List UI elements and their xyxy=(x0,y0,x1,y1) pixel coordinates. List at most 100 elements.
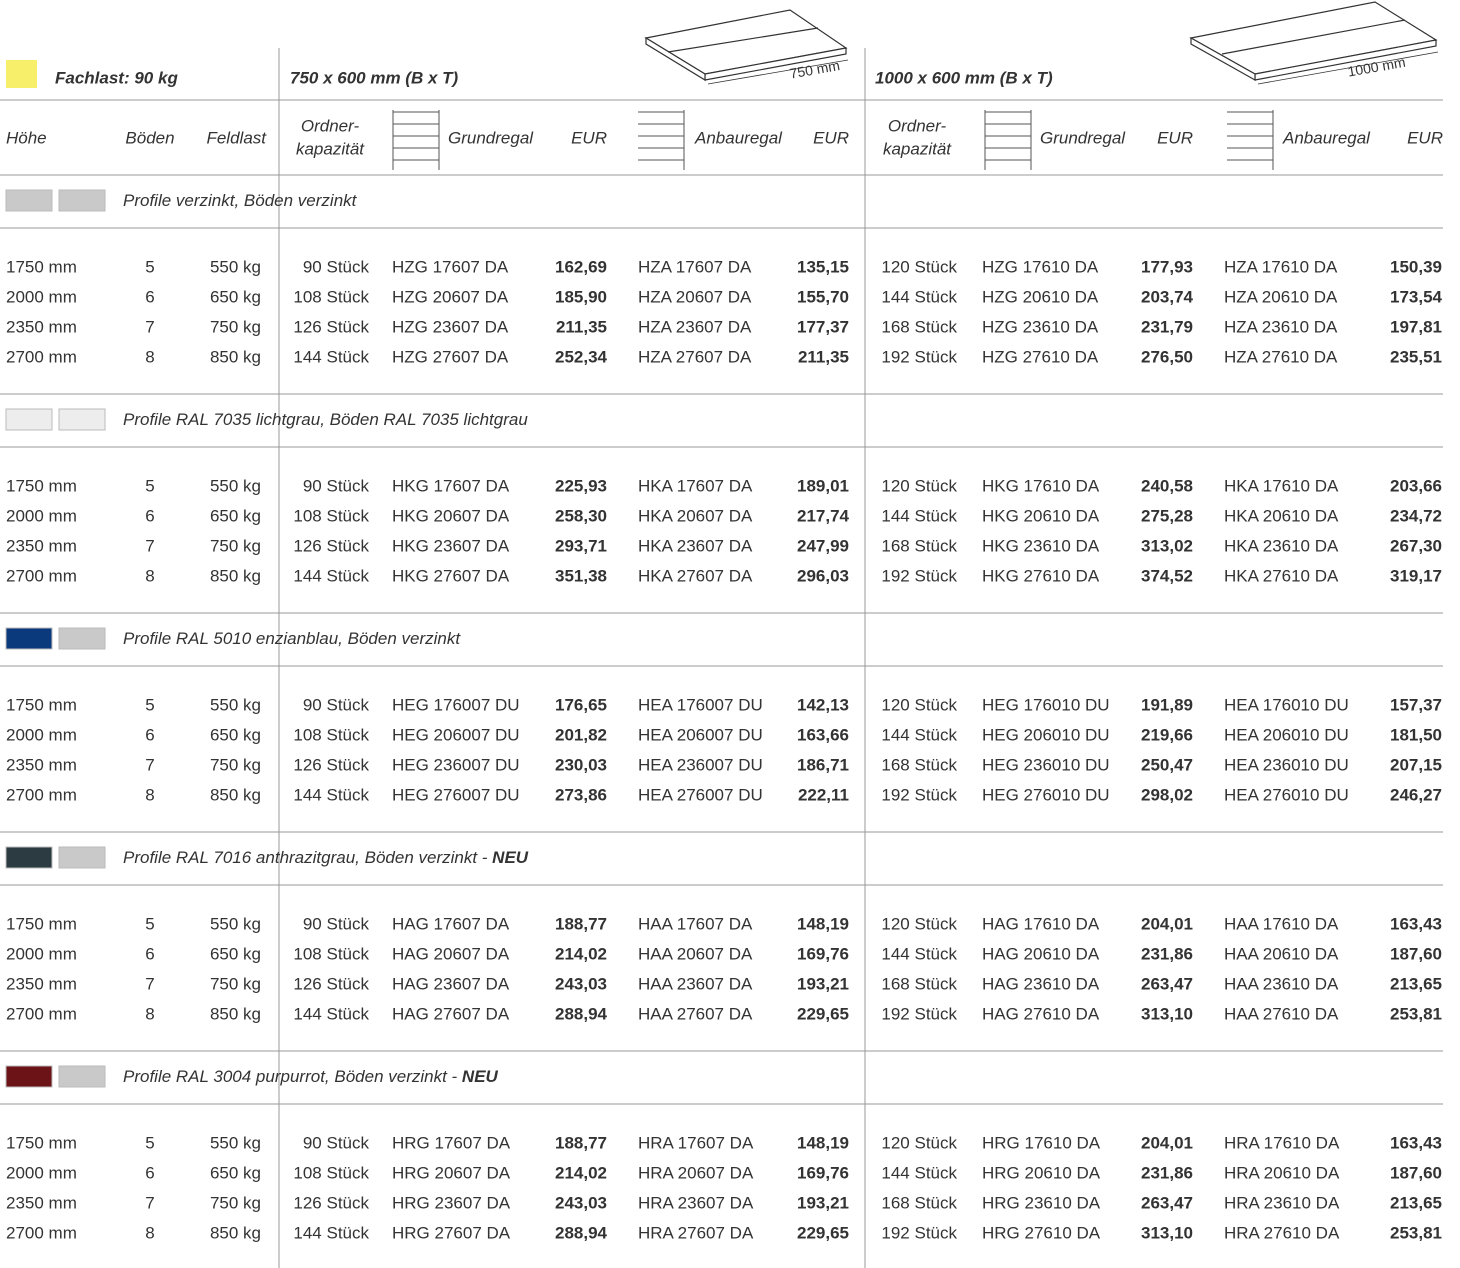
cell: 2350 mm xyxy=(6,536,77,555)
cell: 6 xyxy=(145,287,154,306)
cell: HRA 23610 DA xyxy=(1224,1193,1340,1212)
cell: 192 Stück xyxy=(881,785,957,804)
price: 229,65 xyxy=(797,1004,849,1023)
cell: 192 Stück xyxy=(881,1223,957,1242)
cell: HRG 17607 DA xyxy=(392,1133,511,1152)
cell: 168 Stück xyxy=(881,974,957,993)
cell: 2700 mm xyxy=(6,566,77,585)
section-label: Profile RAL 3004 purpurrot, Böden verzin… xyxy=(123,1067,499,1086)
cell: 126 Stück xyxy=(293,1193,369,1212)
cell: 120 Stück xyxy=(881,476,957,495)
section-label: Profile verzinkt, Böden verzinkt xyxy=(123,191,358,210)
cell: HZG 17607 DA xyxy=(392,257,509,276)
cell: HRA 27607 DA xyxy=(638,1223,754,1242)
cell: 108 Stück xyxy=(293,287,369,306)
cell: 90 Stück xyxy=(303,1133,370,1152)
cell: HKG 27610 DA xyxy=(982,566,1100,585)
cell: HAG 27610 DA xyxy=(982,1004,1100,1023)
price: 187,60 xyxy=(1390,1163,1442,1182)
price: 246,27 xyxy=(1390,785,1442,804)
section-label: Profile RAL 5010 enzianblau, Böden verzi… xyxy=(123,629,461,648)
color-swatch xyxy=(5,846,53,869)
section-label: Profile RAL 7035 lichtgrau, Böden RAL 70… xyxy=(123,410,528,429)
price: 243,03 xyxy=(555,1193,607,1212)
price: 293,71 xyxy=(555,536,607,555)
color-swatch xyxy=(58,408,106,431)
cell: HZG 17610 DA xyxy=(982,257,1099,276)
cell: 550 kg xyxy=(210,257,261,276)
section-label-text: Profile verzinkt, Böden verzinkt xyxy=(123,191,358,210)
cell: HAA 27607 DA xyxy=(638,1004,753,1023)
cell: HZG 27610 DA xyxy=(982,347,1099,366)
cell: 550 kg xyxy=(210,695,261,714)
price: 267,30 xyxy=(1390,536,1442,555)
cell: 192 Stück xyxy=(881,1004,957,1023)
cell: 144 Stück xyxy=(881,1163,957,1182)
cell: HZA 23610 DA xyxy=(1224,317,1338,336)
price: 162,69 xyxy=(555,257,607,276)
cell: HEG 236010 DU xyxy=(982,755,1110,774)
price: 374,52 xyxy=(1141,566,1193,585)
cell: HKG 23610 DA xyxy=(982,536,1100,555)
cell: HEA 276007 DU xyxy=(638,785,763,804)
price: 204,01 xyxy=(1141,1133,1193,1152)
cell: 144 Stück xyxy=(293,1223,369,1242)
shelf-icon xyxy=(392,110,1274,170)
cell: 7 xyxy=(145,974,154,993)
cell: HZA 27607 DA xyxy=(638,347,752,366)
price: 296,03 xyxy=(797,566,849,585)
price: 203,74 xyxy=(1141,287,1194,306)
cell: 108 Stück xyxy=(293,1163,369,1182)
price: 142,13 xyxy=(797,695,849,714)
color-swatch xyxy=(58,627,106,650)
cell: HEA 176007 DU xyxy=(638,695,763,714)
cell: HKG 20610 DA xyxy=(982,506,1100,525)
cell: 8 xyxy=(145,566,154,585)
cell: 650 kg xyxy=(210,287,261,306)
cell: 1750 mm xyxy=(6,476,77,495)
cell: 120 Stück xyxy=(881,257,957,276)
cell: HAA 17610 DA xyxy=(1224,914,1339,933)
price: 288,94 xyxy=(555,1223,608,1242)
cell: 126 Stück xyxy=(293,317,369,336)
cell: 144 Stück xyxy=(293,347,369,366)
price: 177,37 xyxy=(797,317,849,336)
cell: 120 Stück xyxy=(881,914,957,933)
cell: 144 Stück xyxy=(293,1004,369,1023)
column-header: Böden xyxy=(125,128,174,147)
cell: 168 Stück xyxy=(881,755,957,774)
cell: HZA 27610 DA xyxy=(1224,347,1338,366)
color-swatch xyxy=(5,627,53,650)
cell: 550 kg xyxy=(210,1133,261,1152)
cell: HAA 27610 DA xyxy=(1224,1004,1339,1023)
cell: HRG 20610 DA xyxy=(982,1163,1101,1182)
cell: 126 Stück xyxy=(293,755,369,774)
price: 214,02 xyxy=(555,1163,607,1182)
cell: HZA 20607 DA xyxy=(638,287,752,306)
cell: HEA 236010 DU xyxy=(1224,755,1349,774)
cell: 168 Stück xyxy=(881,317,957,336)
cell: 5 xyxy=(145,257,154,276)
cell: HEA 206010 DU xyxy=(1224,725,1349,744)
color-swatch xyxy=(5,408,53,431)
price: 185,90 xyxy=(555,287,607,306)
price: 213,65 xyxy=(1390,1193,1442,1212)
cell: 6 xyxy=(145,1163,154,1182)
cell: 550 kg xyxy=(210,914,261,933)
price: 253,81 xyxy=(1390,1004,1442,1023)
cell: 7 xyxy=(145,536,154,555)
cell: HKA 27610 DA xyxy=(1224,566,1339,585)
cell: HAG 27607 DA xyxy=(392,1004,510,1023)
price: 188,77 xyxy=(555,1133,607,1152)
cell: 7 xyxy=(145,755,154,774)
price: 148,19 xyxy=(797,1133,849,1152)
cell: 192 Stück xyxy=(881,347,957,366)
price: 135,15 xyxy=(797,257,849,276)
cell: HRA 20610 DA xyxy=(1224,1163,1340,1182)
color-swatch xyxy=(58,189,106,212)
price: 313,02 xyxy=(1141,536,1193,555)
new-badge: NEU xyxy=(462,1067,499,1086)
cell: HRA 17610 DA xyxy=(1224,1133,1340,1152)
cell: HRG 27607 DA xyxy=(392,1223,511,1242)
cell: HEG 176007 DU xyxy=(392,695,520,714)
